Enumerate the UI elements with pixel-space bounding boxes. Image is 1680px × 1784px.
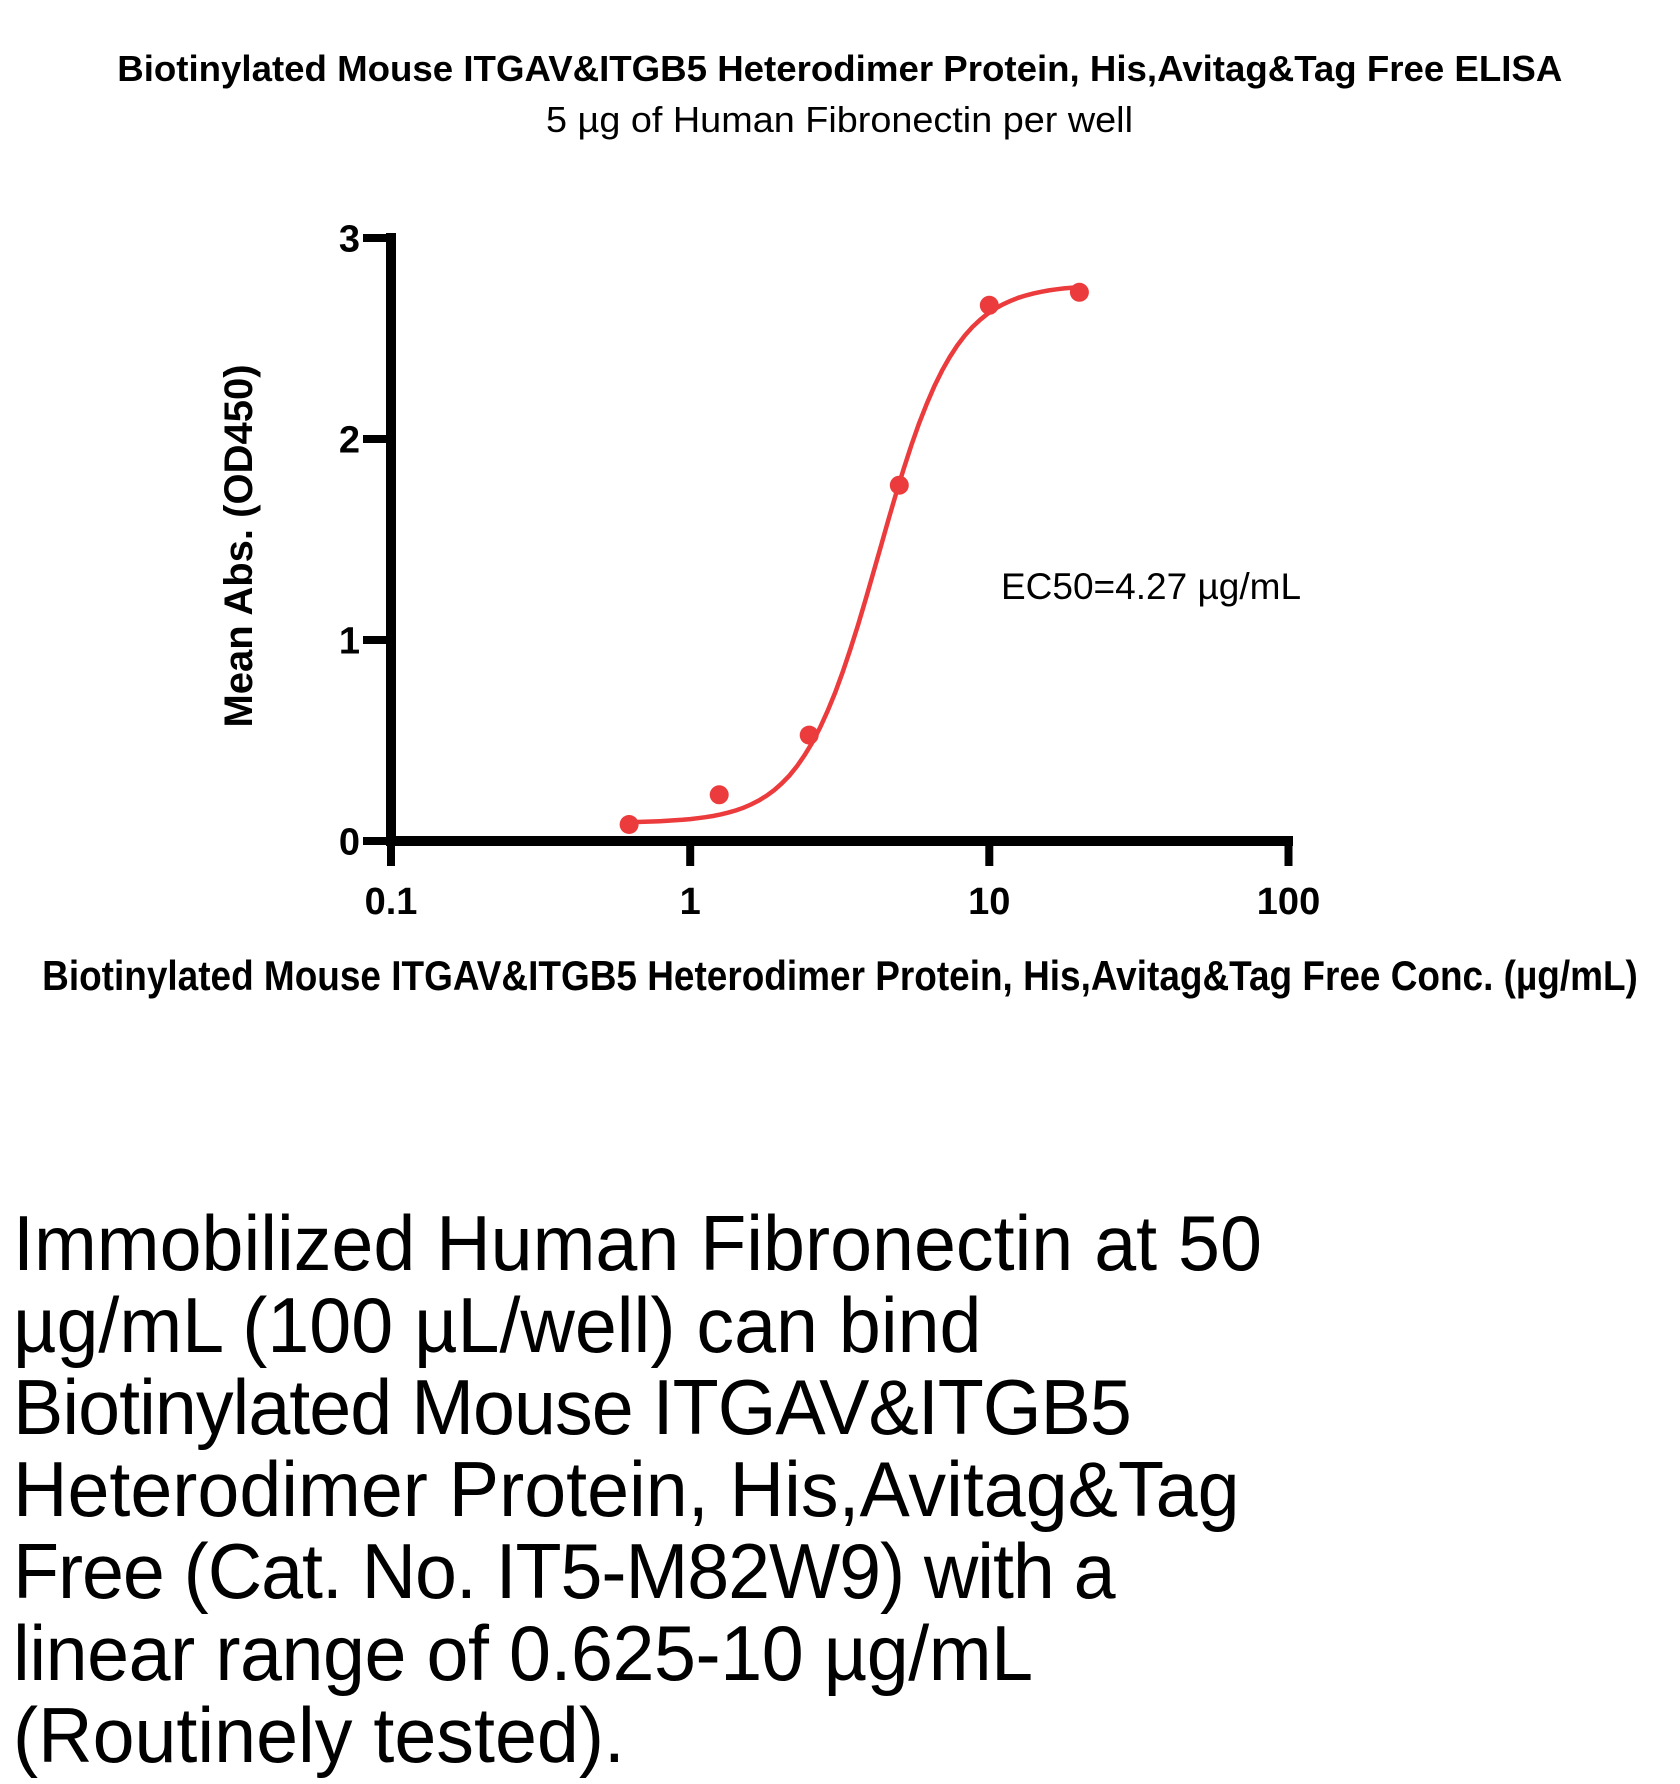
svg-text:Mean Abs. (OD450): Mean Abs. (OD450) [217,364,261,727]
svg-text:EC50=4.27 µg/mL: EC50=4.27 µg/mL [1001,566,1301,607]
svg-text:0: 0 [339,822,360,864]
svg-text:2: 2 [339,420,360,462]
svg-text:1: 1 [339,621,360,663]
svg-text:0.1: 0.1 [365,881,418,923]
svg-text:3: 3 [339,219,360,261]
svg-text:10: 10 [968,881,1010,923]
svg-text:1: 1 [680,881,701,923]
svg-text:100: 100 [1257,881,1320,923]
